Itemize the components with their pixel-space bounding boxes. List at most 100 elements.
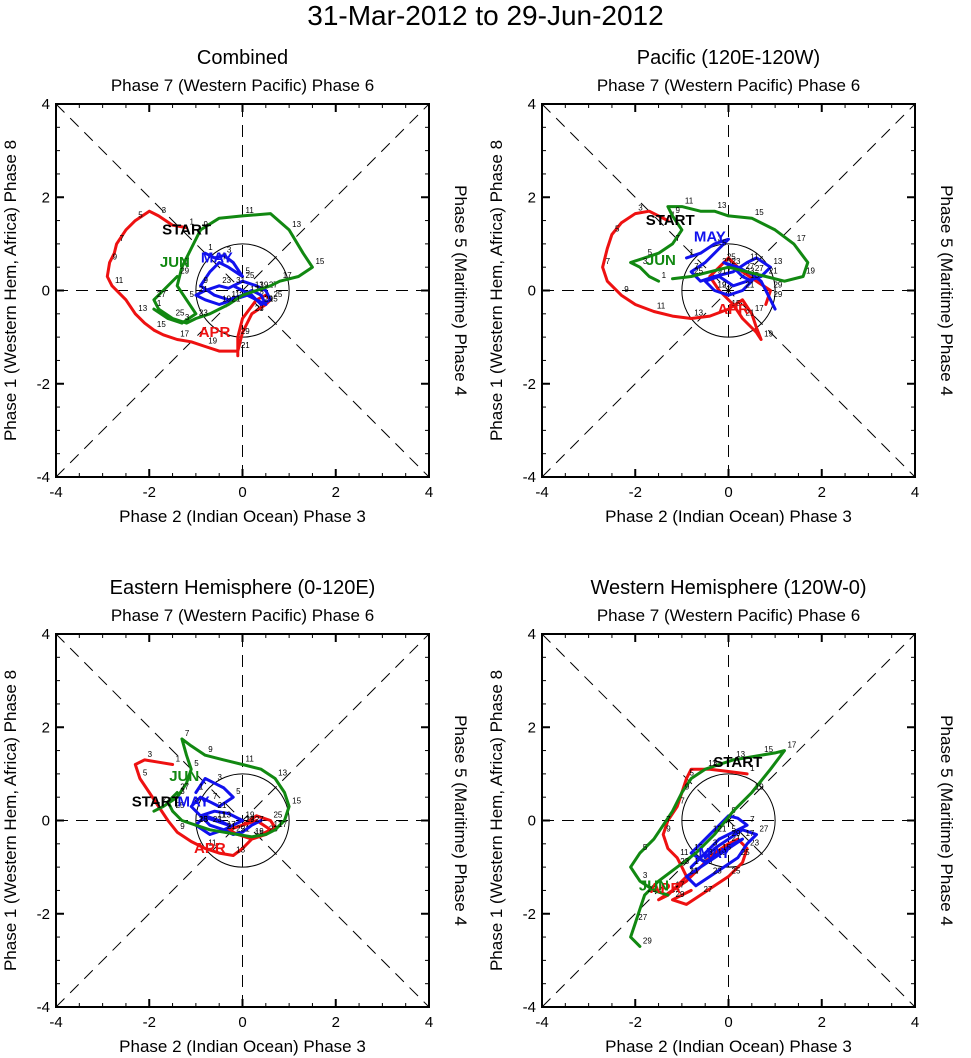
day-marker-apr: 9 (180, 822, 185, 831)
right-axis-label: Phase 5 (Maritime) Phase 4 (451, 715, 470, 926)
day-marker-may: 5 (732, 824, 737, 833)
day-marker-apr: 27 (704, 885, 713, 894)
day-marker-may: 13 (222, 811, 231, 820)
panel-western-hemisphere: Western Hemisphere (120W-0) Phase 7 (West… (486, 570, 971, 1058)
day-marker-may: 17 (745, 829, 754, 838)
day-marker-apr: 11 (657, 301, 666, 310)
panel-title: Combined (197, 47, 288, 69)
day-marker-apr: 5 (615, 225, 620, 234)
day-marker-jun: 15 (315, 257, 324, 266)
day-marker-may: 25 (246, 271, 255, 280)
day-marker-may: 5 (236, 787, 241, 796)
day-marker-jun: 17 (797, 234, 806, 243)
day-marker-apr: 7 (680, 797, 685, 806)
day-marker-apr: 23 (255, 304, 264, 313)
amplitude-one-circle (681, 773, 776, 868)
x-tick-label: 2 (818, 1014, 826, 1031)
day-marker-may: 1 (199, 783, 204, 792)
day-marker-jun: 15 (292, 797, 301, 806)
day-marker-apr: 21 (241, 341, 250, 350)
series-line-may (685, 237, 777, 311)
day-marker-may: 25 (236, 824, 245, 833)
day-marker-may: 1 (690, 248, 695, 257)
phase-diagram-eastern: Eastern Hemisphere (0-120E) Phase 7 (West… (1, 577, 470, 1056)
bottom-axis-label: Phase 2 (Indian Ocean) Phase 3 (119, 507, 366, 526)
day-marker-may: 19 (222, 294, 231, 303)
month-label-start: START (713, 754, 762, 771)
top-axis-label: Phase 7 (Western Pacific) Phase 6 (597, 76, 860, 95)
x-tick-label: -2 (143, 484, 156, 501)
y-tick-label: -2 (37, 376, 50, 393)
day-marker-apr: 25 (722, 257, 731, 266)
day-marker-jun: 1 (157, 801, 162, 810)
x-tick-label: 0 (724, 1014, 732, 1031)
x-tick-label: -2 (143, 1014, 156, 1031)
day-marker-may: 25 (727, 253, 736, 262)
day-marker-apr: 11 (680, 848, 689, 857)
bottom-axis-label: Phase 2 (Indian Ocean) Phase 3 (605, 1037, 852, 1056)
day-marker-may: 27 (755, 264, 764, 273)
day-marker-jun: 9 (204, 220, 209, 229)
day-marker-jun: 27 (638, 913, 647, 922)
bottom-axis-label: Phase 2 (Indian Ocean) Phase 3 (605, 507, 852, 526)
series-line-apr (601, 209, 772, 341)
day-marker-may: 3 (227, 246, 232, 255)
day-marker-may: 13 (773, 257, 782, 266)
day-marker-apr: 7 (120, 234, 125, 243)
day-marker-apr: 15 (671, 885, 680, 894)
day-marker-jun: 29 (643, 936, 652, 945)
day-marker-apr: 17 (755, 304, 764, 313)
x-tick-label: 4 (425, 484, 433, 501)
day-marker-may: 23 (713, 866, 722, 875)
day-marker-apr: 27 (745, 262, 754, 271)
day-marker-jun: 23 (199, 308, 208, 317)
day-marker-apr: 11 (115, 276, 124, 285)
day-marker-jun: 11 (685, 197, 694, 206)
series-line-may (189, 777, 263, 836)
month-label-start: START (646, 212, 695, 229)
day-marker-may: 27 (759, 824, 768, 833)
day-marker-jun: 25 (648, 885, 657, 894)
day-marker-apr: 19 (246, 815, 255, 824)
day-marker-may: 19 (718, 281, 727, 290)
y-tick-label: -4 (37, 469, 50, 486)
day-marker-apr: 29 (241, 327, 250, 336)
left-axis-label: Phase 1 (Western Hem, Africa) Phase 8 (1, 670, 20, 971)
right-axis-label: Phase 5 (Maritime) Phase 4 (937, 185, 956, 396)
series-line-jun (629, 205, 810, 283)
series-line-jun (152, 212, 314, 325)
day-marker-apr: 17 (180, 329, 189, 338)
x-tick-label: -2 (629, 484, 642, 501)
day-marker-may: 3 (218, 773, 223, 782)
y-tick-label: 4 (528, 626, 536, 643)
day-marker-jun: 21 (227, 822, 236, 831)
day-marker-may: 17 (722, 267, 731, 276)
day-marker-may: 23 (213, 815, 222, 824)
y-tick-label: -2 (37, 906, 50, 923)
day-marker-jun: 11 (708, 759, 717, 768)
day-marker-jun: 1 (157, 299, 162, 308)
day-marker-may: 13 (694, 843, 703, 852)
day-marker-may: 7 (222, 253, 227, 262)
day-marker-apr: 23 (750, 838, 759, 847)
y-tick-label: 0 (528, 813, 536, 830)
day-marker-may: 25 (741, 848, 750, 857)
day-marker-may: 31 (708, 848, 717, 857)
day-marker-apr: 21 (732, 834, 741, 843)
phase-diagram-combined: Combined Phase 7 (Western Pacific) Phase … (1, 47, 470, 526)
day-marker-may: 21 (218, 801, 227, 810)
x-tick-label: 4 (425, 1014, 433, 1031)
day-marker-may: 13 (255, 281, 264, 290)
page-title: 31-Mar-2012 to 29-Jun-2012 (307, 0, 664, 31)
day-marker-may: 11 (750, 253, 759, 262)
panel-title: Eastern Hemisphere (0-120E) (110, 577, 376, 599)
day-marker-jun: 5 (643, 843, 648, 852)
top-axis-label: Phase 7 (Western Pacific) Phase 6 (597, 606, 860, 625)
diagonal-line-descending (542, 634, 915, 1007)
top-axis-label: Phase 7 (Western Pacific) Phase 6 (111, 606, 374, 625)
day-marker-jun: 17 (283, 271, 292, 280)
top-axis-label: Phase 7 (Western Pacific) Phase 6 (111, 76, 374, 95)
y-tick-label: 0 (42, 813, 50, 830)
